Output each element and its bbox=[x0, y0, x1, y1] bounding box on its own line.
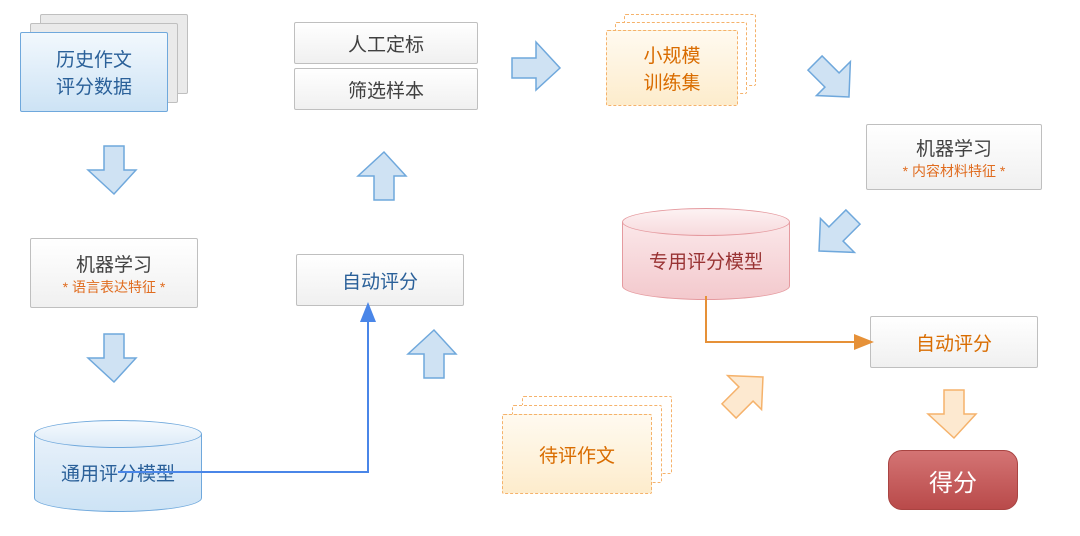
node-special-model: 专用评分模型 bbox=[622, 208, 790, 300]
node-label: 自动评分 bbox=[916, 329, 992, 356]
node-label: 自动评分 bbox=[342, 267, 418, 294]
node-ml-language: 机器学习 * 语言表达特征 * bbox=[30, 238, 198, 308]
node-sample-filtering: 筛选样本 bbox=[294, 68, 478, 110]
arrow-down-icon bbox=[928, 390, 976, 438]
arrow-diag-icon bbox=[799, 45, 867, 113]
node-sublabel: * 语言表达特征 * bbox=[63, 277, 166, 297]
node-auto-score-left: 自动评分 bbox=[296, 254, 464, 306]
arrow-down-icon bbox=[88, 334, 136, 382]
node-label: 历史作文 bbox=[56, 45, 132, 72]
arrow-down-icon bbox=[88, 146, 136, 194]
node-label: 评分数据 bbox=[56, 72, 132, 99]
node-label: 机器学习 bbox=[76, 250, 152, 277]
node-label: 待评作文 bbox=[539, 441, 615, 468]
node-label: 小规模 bbox=[643, 41, 700, 68]
node-general-model: 通用评分模型 bbox=[34, 420, 202, 512]
arrow-up-icon bbox=[408, 330, 456, 378]
node-essays-to-score: 待评作文 bbox=[502, 396, 678, 494]
node-label: 机器学习 bbox=[916, 134, 992, 161]
connector-line bbox=[706, 296, 870, 342]
arrow-up-icon bbox=[358, 152, 406, 200]
arrow-right-icon bbox=[512, 42, 560, 90]
node-ml-content: 机器学习 * 内容材料特征 * bbox=[866, 124, 1042, 190]
node-manual-labeling: 人工定标 bbox=[294, 22, 478, 64]
arrow-diag-icon bbox=[803, 201, 871, 269]
node-sublabel: * 内容材料特征 * bbox=[903, 161, 1006, 181]
arrow-diag-icon bbox=[711, 359, 779, 427]
node-score-result: 得分 bbox=[888, 450, 1018, 510]
node-label: 人工定标 bbox=[348, 30, 424, 57]
node-label: 专用评分模型 bbox=[649, 247, 763, 274]
node-label: 通用评分模型 bbox=[61, 459, 175, 486]
node-auto-score-right: 自动评分 bbox=[870, 316, 1038, 368]
node-label: 得分 bbox=[929, 463, 977, 498]
node-label: 筛选样本 bbox=[348, 76, 424, 103]
node-label: 训练集 bbox=[643, 68, 700, 95]
node-small-training-set: 小规模 训练集 bbox=[606, 14, 766, 106]
node-history-essay-data: 历史作文 评分数据 bbox=[20, 14, 188, 112]
